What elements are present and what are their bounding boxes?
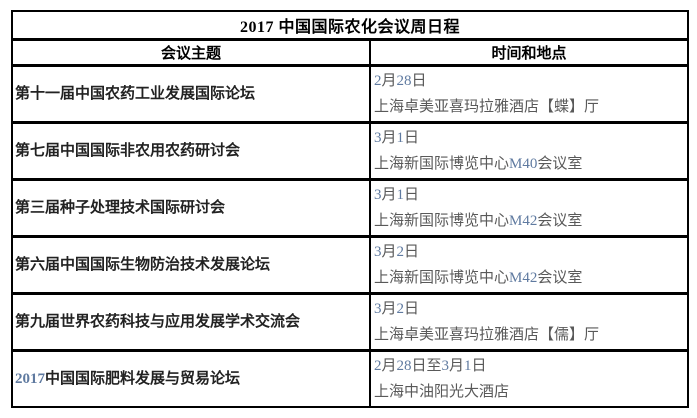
latin-text: 2	[396, 301, 405, 317]
conference-topic: 第七届中国国际非农用农药研讨会	[11, 121, 371, 181]
conference-topic: 第三届种子处理技术国际研讨会	[11, 178, 371, 238]
latin-text: 1	[396, 187, 405, 203]
time-and-venue: 3月2日 上海卓美亚喜玛拉雅酒店【儒】厅	[368, 292, 690, 352]
event-date: 3月1日	[374, 187, 420, 203]
event-venue: 上海中油阳光大酒店	[374, 384, 510, 400]
event-date: 2月28日至3月1日	[374, 358, 487, 374]
latin-text: 1	[396, 130, 405, 146]
title-row: 2017 中国国际农化会议周日程	[10, 10, 690, 41]
conference-topic: 第九届世界农药科技与应用发展学术交流会	[11, 292, 371, 352]
event-venue: 上海卓美亚喜玛拉雅酒店【儒】厅	[374, 327, 600, 343]
latin-text: 1	[464, 358, 472, 374]
event-venue: 上海新国际博览中心M42会议室	[374, 213, 583, 229]
latin-text: M42	[509, 213, 538, 229]
table-row: 第七届中国国际非农用农药研讨会 3月1日 上海新国际博览中心M40会议室	[11, 121, 690, 181]
latin-text: M40	[509, 156, 538, 172]
conference-topic: 第十一届中国农药工业发展国际论坛	[11, 64, 371, 124]
latin-text: 2017	[15, 371, 45, 387]
table-row: 第六届中国国际生物防治技术发展论坛 3月2日 上海新国际博览中心M42会议室	[11, 235, 690, 295]
event-venue: 上海新国际博览中心M42会议室	[374, 270, 583, 286]
event-date: 3月2日	[374, 244, 420, 260]
conference-topic: 2017中国国际肥料发展与贸易论坛	[11, 349, 371, 408]
column-header-topic: 会议主题	[11, 38, 371, 67]
event-date: 2月28日	[374, 73, 427, 89]
table-row: 第九届世界农药科技与应用发展学术交流会 3月2日 上海卓美亚喜玛拉雅酒店【儒】厅	[11, 292, 690, 352]
latin-text: 3	[374, 130, 382, 146]
conference-schedule-table: 2017 中国国际农化会议周日程 会议主题 时间和地点 第十一届中国农药工业发展…	[10, 10, 690, 408]
latin-text: M42	[509, 270, 538, 286]
time-and-venue: 3月1日 上海新国际博览中心M40会议室	[368, 121, 690, 181]
latin-text: 28	[396, 358, 412, 374]
latin-text: 2	[374, 358, 382, 374]
latin-text: 28	[396, 73, 412, 89]
event-date: 3月2日	[374, 301, 420, 317]
schedule-title: 2017 中国国际农化会议周日程	[10, 10, 690, 41]
time-and-venue: 2月28日 上海卓美亚喜玛拉雅酒店【蝶】厅	[368, 64, 690, 124]
header-row: 会议主题 时间和地点	[11, 38, 690, 67]
table-row: 2017中国国际肥料发展与贸易论坛 2月28日至3月1日 上海中油阳光大酒店	[11, 349, 690, 408]
latin-text: 3	[374, 301, 382, 317]
event-venue: 上海卓美亚喜玛拉雅酒店【蝶】厅	[374, 99, 600, 115]
time-and-venue: 3月2日 上海新国际博览中心M42会议室	[368, 235, 690, 295]
table-row: 第十一届中国农药工业发展国际论坛 2月28日 上海卓美亚喜玛拉雅酒店【蝶】厅	[11, 64, 690, 124]
latin-text: 3	[441, 358, 450, 374]
latin-text: 2	[396, 244, 405, 260]
conference-topic: 第六届中国国际生物防治技术发展论坛	[11, 235, 371, 295]
time-and-venue: 2月28日至3月1日 上海中油阳光大酒店	[368, 349, 690, 408]
column-header-time: 时间和地点	[368, 38, 690, 67]
time-and-venue: 3月1日 上海新国际博览中心M42会议室	[368, 178, 690, 238]
latin-text: 2	[374, 73, 382, 89]
latin-text: 3	[374, 187, 382, 203]
latin-text: 3	[374, 244, 382, 260]
event-venue: 上海新国际博览中心M40会议室	[374, 156, 583, 172]
table-row: 第三届种子处理技术国际研讨会 3月1日 上海新国际博览中心M42会议室	[11, 178, 690, 238]
event-date: 3月1日	[374, 130, 420, 146]
